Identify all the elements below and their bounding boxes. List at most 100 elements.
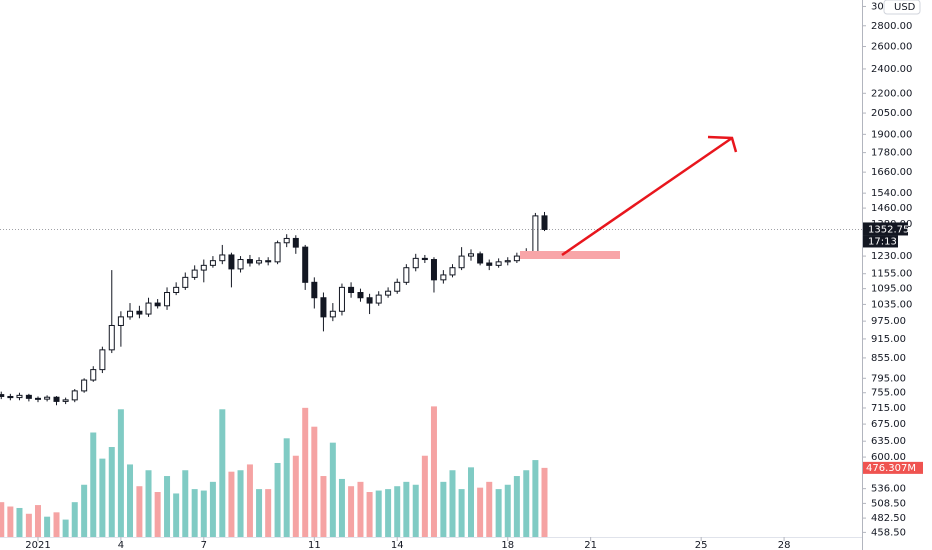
candle-body (394, 281, 401, 292)
volume-bar (311, 426, 318, 537)
volume-bar (467, 467, 474, 537)
candle-body (90, 369, 97, 381)
volume-bar (173, 493, 180, 537)
volume-bar (458, 489, 465, 537)
candle-body (182, 276, 189, 288)
candle-body (173, 286, 180, 294)
candle-body (25, 394, 32, 399)
volume-bar (274, 462, 281, 537)
countdown-label: 17:13 (868, 236, 897, 247)
candle-body (53, 396, 60, 402)
volume-bar (329, 442, 336, 537)
volume-bar (394, 486, 401, 537)
y-tick-label: 1540.00 (871, 188, 912, 199)
y-tick-label: 855.00 (871, 353, 906, 364)
candle-body (541, 215, 548, 230)
volume-label-box (863, 461, 923, 474)
x-tick-label: 11 (308, 540, 321, 550)
volume-bar (219, 409, 226, 537)
candle-body (283, 237, 290, 244)
volume-bar (486, 481, 493, 537)
y-tick-label: 2400.00 (871, 64, 912, 75)
candle-body (274, 242, 281, 263)
candle-body (357, 292, 364, 299)
volume-bar (53, 512, 60, 537)
candle-body (200, 264, 207, 271)
candle-body (430, 259, 437, 281)
volume-bar (421, 455, 428, 537)
y-tick-label: 2800.00 (871, 21, 912, 32)
volume-bar (449, 470, 456, 537)
volume-bar (366, 492, 373, 537)
y-tick-label: 1780.00 (871, 148, 912, 159)
candle-body (246, 259, 253, 264)
candle-body (62, 399, 69, 402)
volume-bar (127, 464, 134, 537)
candle-body (145, 302, 152, 315)
last-price-label: 1352.75 (868, 224, 909, 235)
volume-bar (25, 513, 32, 537)
candle-body (329, 310, 336, 318)
y-tick-label: 1900.00 (871, 129, 912, 140)
volume-bar (513, 476, 520, 537)
candle-body (81, 379, 88, 392)
volume-bar (200, 490, 207, 537)
x-tick-label: 14 (391, 540, 404, 550)
volume-bar (292, 455, 299, 537)
volume-bar (375, 490, 382, 537)
candle-body (375, 294, 382, 304)
volume-bar (228, 471, 235, 537)
volume-bar (246, 464, 253, 537)
volume-bar (90, 432, 97, 537)
y-tick-label: 635.00 (871, 436, 906, 447)
volume-bar (81, 484, 88, 537)
candle-body (154, 302, 161, 307)
candle-body (504, 260, 511, 263)
volume-label: 476.307M (866, 463, 916, 474)
x-tick-label: 25 (695, 540, 708, 550)
volume-bar (164, 476, 171, 537)
candle-body (209, 260, 216, 266)
candle-body (108, 324, 115, 351)
candle-body (265, 260, 272, 263)
candle-body (228, 254, 235, 270)
support-zone (520, 251, 620, 259)
volume-bar (320, 476, 327, 537)
candle-body (302, 246, 309, 283)
x-tick-label: 7 (201, 540, 207, 550)
candle-body (99, 349, 106, 371)
candle-body (440, 274, 447, 281)
volume-bar (117, 409, 124, 537)
x-tick-label: 21 (584, 540, 597, 550)
candle-body (7, 395, 14, 399)
y-tick-label: 482.50 (871, 513, 906, 524)
candle-body (385, 290, 392, 296)
volume-bar (357, 481, 364, 537)
volume-bar (430, 406, 437, 537)
volume-bar (477, 487, 484, 537)
volume-bar (209, 481, 216, 537)
candle-body (532, 215, 539, 253)
candle-body (191, 269, 198, 278)
candle-body (338, 286, 345, 312)
volume-bar (504, 484, 511, 537)
candle-body (311, 281, 318, 299)
volume-bar (44, 516, 51, 537)
y-tick-label: 2200.00 (871, 88, 912, 99)
y-tick-label: 795.00 (871, 373, 906, 384)
candle-body (486, 262, 493, 266)
candle-body (16, 394, 23, 399)
volume-bar (182, 470, 189, 537)
candle-body (164, 292, 171, 307)
candle-body (348, 286, 355, 294)
y-tick-label: 1230.00 (871, 251, 912, 262)
candle-body (403, 267, 410, 283)
candle-body (495, 261, 502, 266)
candle-layer (0, 211, 548, 406)
volume-bar (523, 470, 530, 537)
candle-body (421, 257, 428, 261)
y-tick-label: 508.50 (871, 498, 906, 509)
countdown-box (863, 235, 898, 248)
x-tick-label: 4 (118, 540, 124, 550)
